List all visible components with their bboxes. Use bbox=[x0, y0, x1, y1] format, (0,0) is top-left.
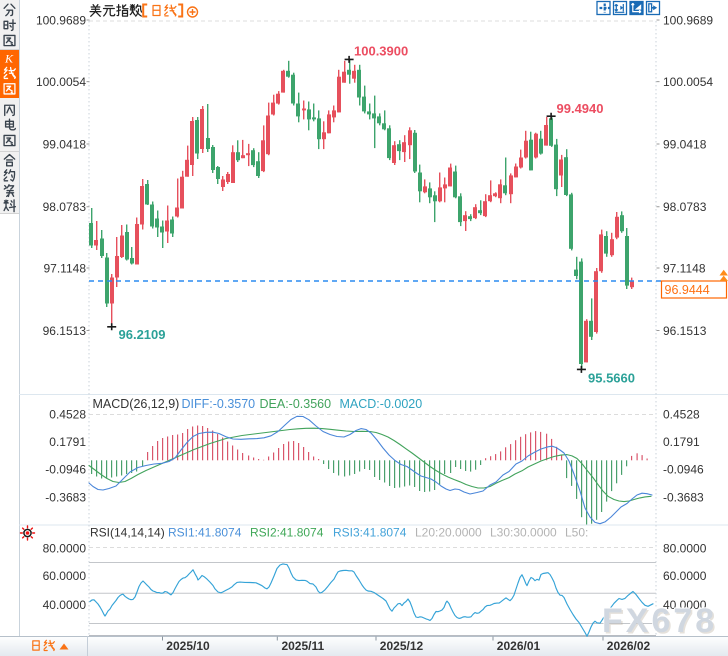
svg-text:-0.0946: -0.0946 bbox=[45, 462, 86, 476]
svg-text:0.4528: 0.4528 bbox=[49, 408, 86, 422]
svg-text:RSI3:41.8074: RSI3:41.8074 bbox=[333, 526, 407, 540]
svg-text:60.0000: 60.0000 bbox=[663, 569, 707, 583]
svg-text:RSI1:41.8074: RSI1:41.8074 bbox=[168, 526, 242, 540]
svg-text:2025/11: 2025/11 bbox=[281, 639, 324, 653]
svg-text:FX678: FX678 bbox=[604, 604, 719, 642]
svg-text:95.5660: 95.5660 bbox=[588, 371, 635, 386]
svg-text:100.3900: 100.3900 bbox=[354, 44, 408, 59]
svg-text:MACD(26,12,9): MACD(26,12,9) bbox=[93, 397, 180, 411]
svg-text:RSI(14,14,14): RSI(14,14,14) bbox=[90, 526, 165, 540]
svg-text:0.1791: 0.1791 bbox=[663, 435, 700, 449]
svg-text:FX678: FX678 bbox=[602, 602, 717, 640]
svg-text:96.2109: 96.2109 bbox=[119, 327, 166, 342]
svg-text:L30:30.0000: L30:30.0000 bbox=[490, 526, 557, 540]
svg-text:DEA:-0.3560: DEA:-0.3560 bbox=[260, 397, 332, 411]
svg-text:L50:: L50: bbox=[565, 526, 588, 540]
svg-text:MACD:-0.0020: MACD:-0.0020 bbox=[340, 397, 423, 411]
svg-text:-0.3683: -0.3683 bbox=[663, 490, 704, 504]
svg-text:K: K bbox=[4, 52, 14, 66]
svg-text:100.9689: 100.9689 bbox=[663, 13, 713, 27]
svg-text:DIFF:-0.3570: DIFF:-0.3570 bbox=[182, 397, 256, 411]
svg-text:96.1513: 96.1513 bbox=[663, 324, 707, 338]
svg-text:0.4528: 0.4528 bbox=[663, 408, 700, 422]
svg-text:98.0783: 98.0783 bbox=[663, 200, 707, 214]
svg-text:80.0000: 80.0000 bbox=[43, 541, 87, 555]
svg-text:96.9444: 96.9444 bbox=[665, 283, 710, 297]
svg-text:2026/01: 2026/01 bbox=[497, 639, 541, 653]
svg-text:0.1791: 0.1791 bbox=[49, 435, 86, 449]
svg-text:98.0783: 98.0783 bbox=[43, 200, 87, 214]
svg-text:2025/10: 2025/10 bbox=[166, 639, 210, 653]
svg-text:2025/12: 2025/12 bbox=[380, 639, 424, 653]
svg-text:100.0054: 100.0054 bbox=[36, 75, 86, 89]
svg-text:-0.3683: -0.3683 bbox=[45, 490, 86, 504]
svg-text:100.9689: 100.9689 bbox=[36, 13, 86, 27]
svg-text:-0.0946: -0.0946 bbox=[663, 462, 704, 476]
svg-text:FX678: FX678 bbox=[601, 601, 716, 639]
svg-text:97.1148: 97.1148 bbox=[663, 261, 706, 275]
svg-text:99.4940: 99.4940 bbox=[557, 101, 604, 116]
svg-text:40.0000: 40.0000 bbox=[43, 598, 87, 612]
svg-text:100.0054: 100.0054 bbox=[663, 75, 713, 89]
svg-text:97.1148: 97.1148 bbox=[44, 261, 87, 275]
svg-text:RSI2:41.8074: RSI2:41.8074 bbox=[250, 526, 324, 540]
svg-text:2026/02: 2026/02 bbox=[607, 639, 651, 653]
svg-text:60.0000: 60.0000 bbox=[43, 569, 87, 583]
svg-text:40.0000: 40.0000 bbox=[663, 598, 707, 612]
svg-text:99.0418: 99.0418 bbox=[43, 137, 87, 151]
svg-text:80.0000: 80.0000 bbox=[663, 541, 707, 555]
svg-text:99.0418: 99.0418 bbox=[663, 137, 707, 151]
svg-text:96.1513: 96.1513 bbox=[43, 324, 87, 338]
svg-text:L20:20.0000: L20:20.0000 bbox=[415, 526, 482, 540]
